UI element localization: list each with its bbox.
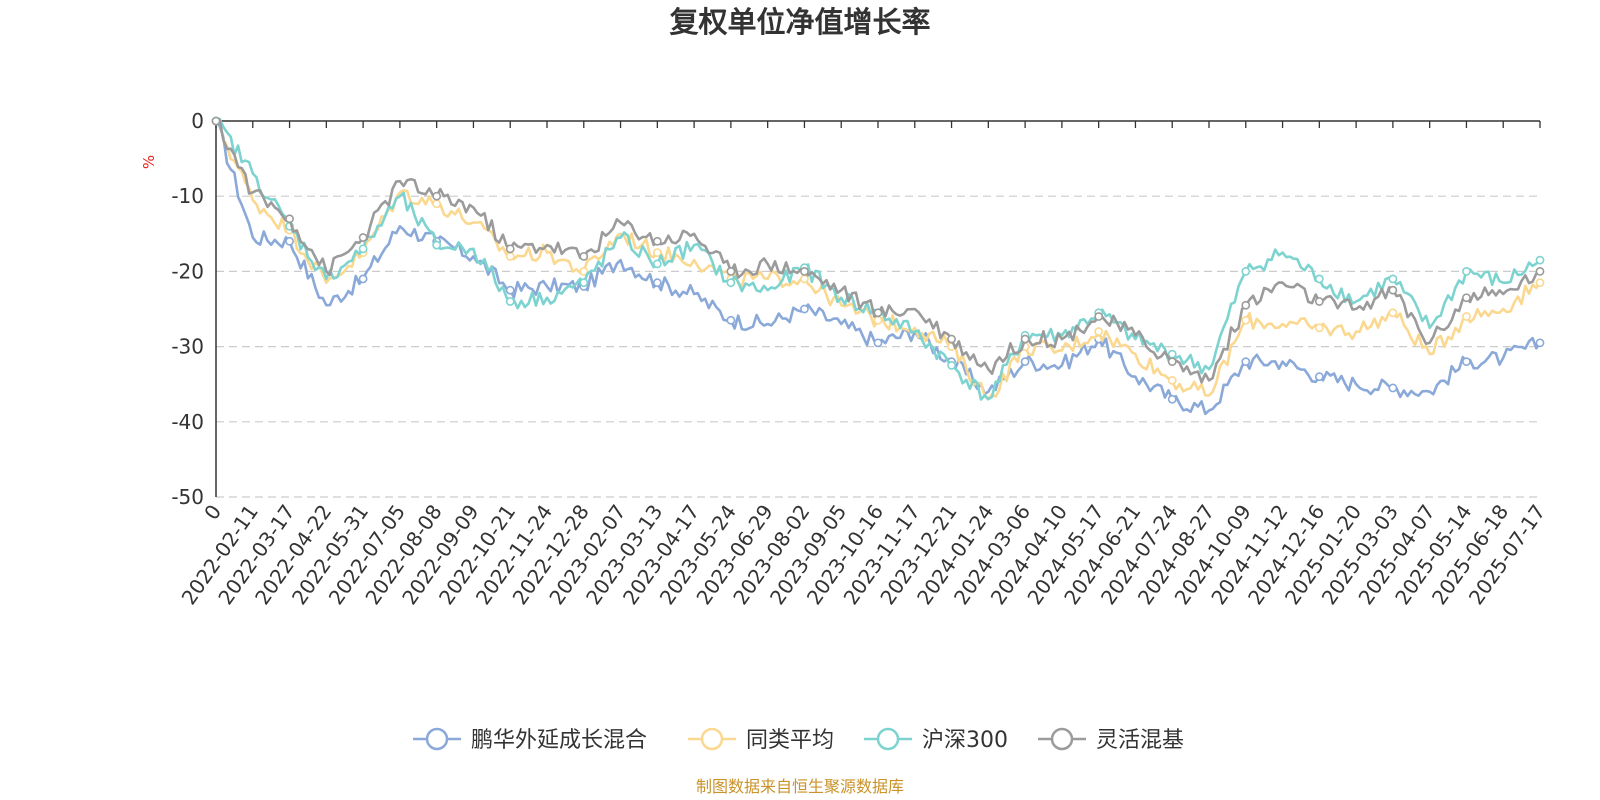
data-point [1241,357,1251,367]
data-point [358,274,368,284]
data-point [505,244,515,254]
data-point [1167,376,1177,385]
legend-swatch-marker [700,727,724,751]
data-point [726,278,736,288]
data-point [432,191,442,201]
data-point [1314,372,1324,382]
data-point [1167,394,1177,404]
y-axis: 0 -10 -20 -30 -40 -50 [171,109,217,509]
data-point [1167,349,1177,359]
x-tick-label: 0 [199,500,226,524]
data-point [1388,308,1398,318]
data-point [1020,357,1030,367]
data-point [285,214,294,224]
data-point [1094,312,1104,321]
y-axis-unit: % [140,155,158,169]
legend-item[interactable]: 同类平均 [688,727,834,753]
y-tick-label: -30 [171,335,204,359]
series-lines [211,116,1545,416]
legend-label: 鹏华外延成长混合 [471,728,647,753]
y-tick-label: -10 [171,184,204,208]
data-point [726,315,736,325]
series-line [215,117,1541,401]
data-point [1462,312,1471,321]
legend-label: 同类平均 [746,728,834,753]
data-point [800,266,809,276]
legend-swatch-marker [425,727,449,751]
data-point [652,248,662,257]
data-point [1535,338,1545,348]
data-point [358,233,368,242]
legend-item[interactable]: 鹏华外延成长混合 [413,727,647,753]
data-point [1241,300,1251,310]
legend-swatch-marker [876,727,900,751]
data-point [1167,357,1177,367]
data-point [1314,274,1324,284]
data-point [505,285,515,295]
data-point [505,297,515,306]
x-axis: 02022-02-112022-03-172022-04-222022-05-3… [177,120,1550,609]
data-point [873,308,883,318]
legend-swatch-marker [1050,727,1074,751]
y-tick-label: -50 [171,485,204,509]
legend-label: 灵活混基 [1096,728,1184,753]
data-point [652,259,662,269]
data-point [1462,266,1471,276]
data-point [1241,266,1251,276]
data-point [505,251,515,261]
data-point [432,240,442,250]
y-tick-label: -40 [171,410,204,434]
data-point [1535,255,1545,265]
data-point [358,244,368,254]
data-point [1388,383,1398,393]
data-point [432,199,442,209]
data-point [1241,315,1251,325]
data-point [1388,274,1398,284]
data-source-note: 制图数据来自恒生聚源数据库 [696,777,904,796]
data-point [652,278,662,288]
legend-label: 沪深300 [922,728,1008,753]
data-point [1535,266,1545,276]
data-point [800,304,809,314]
data-point [1462,357,1471,367]
legend-item[interactable]: 灵活混基 [1038,727,1184,753]
data-point [726,266,736,276]
data-point [1020,334,1030,344]
data-point [1094,327,1104,336]
series-line [214,120,1542,416]
data-point [1314,297,1324,306]
data-point [579,251,589,261]
data-point [947,360,956,370]
chart-title: 复权单位净值增长率 [669,5,930,39]
legend: 鹏华外延成长混合 同类平均 沪深300 灵活混基 [413,727,1184,753]
data-point [579,278,589,288]
data-point [579,266,589,276]
y-tick-label: 0 [191,109,204,133]
data-point [800,274,809,284]
legend-item[interactable]: 沪深300 [864,727,1008,753]
series-line [215,119,1542,401]
data-point [873,338,883,348]
data-point [947,334,956,344]
data-point [1388,285,1398,295]
data-point [652,236,662,246]
data-point [1462,293,1471,303]
data-point [211,116,221,126]
data-point [873,315,883,325]
y-tick-label: -20 [171,259,204,283]
data-point [1314,323,1324,333]
data-point [285,236,294,246]
data-point [1535,278,1545,288]
